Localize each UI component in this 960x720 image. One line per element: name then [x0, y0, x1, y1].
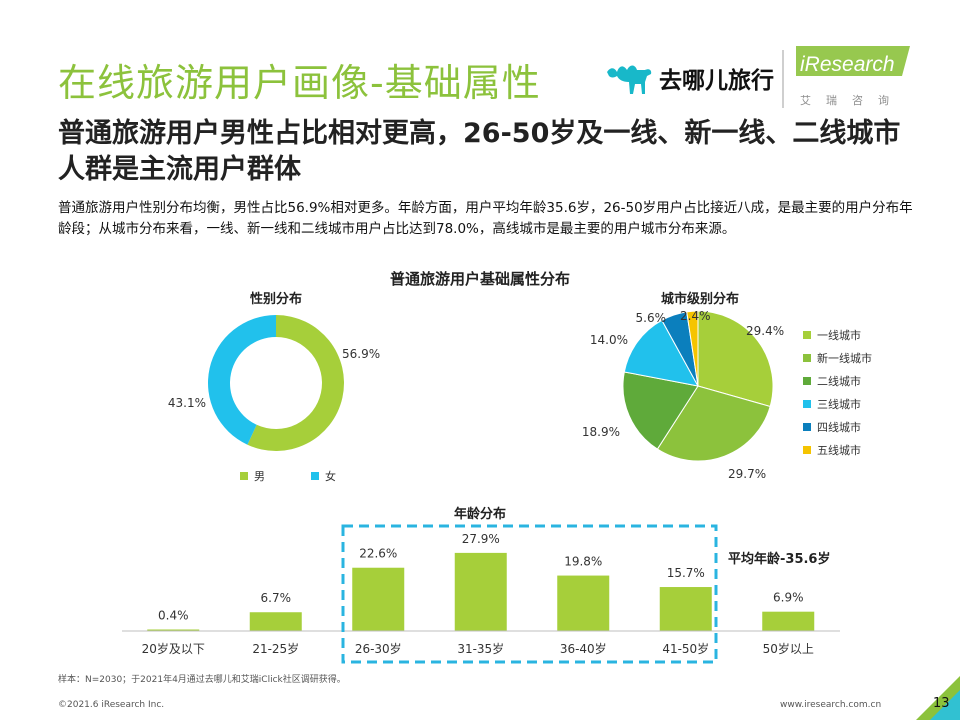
city-legend: 一线城市 新一线城市 二线城市 三线城市 四线城市 五线城市 — [803, 323, 872, 461]
legend-label-tier2: 二线城市 — [817, 374, 861, 388]
age-chart-title: 年龄分布 — [453, 507, 506, 522]
city-slice-label-0: 29.4% — [746, 324, 784, 338]
page-title: 在线旅游用户画像-基础属性 — [58, 61, 541, 105]
legend-label-female: 女 — [325, 469, 336, 483]
age-bar-0 — [147, 629, 200, 631]
legend-item-tier2: 二线城市 — [803, 369, 872, 392]
age-bar-label-0: 0.4% — [158, 609, 189, 623]
city-slice-label-5: 2.4% — [680, 309, 711, 323]
age-tick-label-2: 26-30岁 — [355, 641, 402, 656]
legend-swatch-male — [240, 471, 248, 480]
camel-icon — [607, 65, 652, 94]
city-slice-label-3: 14.0% — [590, 333, 628, 347]
city-slice-1 — [656, 385, 771, 462]
average-age-annotation: 平均年龄-35.6岁 — [728, 552, 831, 567]
legend-swatch-new-tier1 — [803, 353, 811, 362]
description: 普通旅游用户性别分布均衡，男性占比56.9%相对更多。年龄方面，用户平均年龄35… — [58, 200, 913, 237]
chart-main-title: 普通旅游用户基础属性分布 — [389, 270, 570, 288]
legend-swatch-tier3 — [803, 399, 811, 408]
gender-slice-1 — [207, 315, 276, 445]
age-tick-label-0: 20岁及以下 — [142, 641, 205, 656]
age-bar-2 — [352, 567, 405, 631]
qunar-logo: 去哪儿旅行 — [605, 60, 774, 96]
age-bar-3 — [454, 552, 507, 631]
sample-note: 样本：N=2030；于2021年4月通过去哪儿和艾瑞iClick社区调研获得。 — [58, 675, 346, 685]
site-url[interactable]: www.iresearch.com.cn — [780, 700, 882, 710]
age-tick-label-3: 31-35岁 — [457, 641, 504, 656]
iresearch-logo-text: iResearch — [800, 53, 895, 76]
gender-chart-title: 性别分布 — [249, 292, 302, 307]
legend-swatch-tier5 — [803, 445, 811, 454]
legend-label-tier5: 五线城市 — [817, 443, 861, 457]
age-tick-label-5: 41-50岁 — [662, 641, 709, 656]
iresearch-logo: iResearch — [792, 46, 910, 90]
page-number: 13 — [933, 696, 950, 711]
corner-decoration — [916, 676, 960, 720]
age-bar-4 — [557, 575, 610, 631]
age-bar-chart: 0.4% 6.7% 22.6% 27.9% 19.8% 15.7% 6.9% 20岁及以下 2… — [122, 524, 840, 664]
age-bar-label-5: 15.7% — [667, 566, 705, 580]
gender-slice-label-1: 43.1% — [168, 396, 206, 410]
age-bar-5 — [659, 587, 712, 631]
legend-item-tier3: 三线城市 — [803, 392, 872, 415]
gender-slice-label-0: 56.9% — [342, 347, 380, 361]
legend-label-tier3: 三线城市 — [817, 397, 861, 411]
city-slice-2 — [622, 371, 699, 450]
city-slice-label-1: 29.7% — [728, 467, 766, 481]
legend-item-female: 女 — [311, 464, 336, 487]
legend-label-male: 男 — [254, 469, 265, 483]
legend-item-tier5: 五线城市 — [803, 438, 872, 461]
city-pie-chart: 29.4% 29.7% 18.9% 14.0% 5.6% 2.4% — [582, 309, 784, 481]
legend-item-tier1: 一线城市 — [803, 323, 872, 346]
age-tick-label-1: 21-25岁 — [252, 641, 299, 656]
legend-label-tier4: 四线城市 — [817, 420, 861, 434]
legend-swatch-female — [311, 471, 319, 480]
legend-swatch-tier4 — [803, 422, 811, 431]
age-bar-label-6: 6.9% — [773, 591, 804, 605]
legend-swatch-tier1 — [803, 330, 811, 339]
city-chart-title: 城市级别分布 — [660, 292, 739, 307]
legend-item-new-tier1: 新一线城市 — [803, 346, 872, 369]
copyright: ©2021.6 iResearch Inc. — [58, 700, 165, 710]
gender-donut-chart: 56.9% 43.1% — [168, 315, 380, 451]
age-bar-1 — [249, 612, 302, 631]
age-tick-label-4: 36-40岁 — [560, 641, 607, 656]
logo-divider — [782, 50, 784, 108]
legend-item-male: 男 — [240, 464, 265, 487]
city-slice-5 — [686, 310, 699, 387]
city-slice-3 — [623, 319, 699, 387]
age-bar-label-4: 19.8% — [564, 555, 602, 569]
gender-slice-0 — [247, 315, 344, 451]
age-bar-label-3: 27.9% — [462, 532, 500, 546]
legend-swatch-tier2 — [803, 376, 811, 385]
age-bar-6 — [762, 611, 815, 631]
legend-label-new-tier1: 新一线城市 — [817, 351, 872, 365]
city-slice-label-2: 18.9% — [582, 425, 620, 439]
city-slice-0 — [697, 310, 774, 408]
age-tick-label-6: 50岁以上 — [763, 641, 814, 656]
age-bar-label-1: 6.7% — [261, 591, 292, 605]
headline: 普通旅游用户男性占比相对更高，26-50岁及一线、新一线、二线城市人群是主流用户… — [58, 118, 901, 185]
highlight-box — [341, 524, 718, 664]
city-slice-label-4: 5.6% — [636, 311, 667, 325]
gender-legend: 男 女 — [240, 464, 336, 487]
age-bar-label-2: 22.6% — [359, 547, 397, 561]
iresearch-logo-subtext: 艾瑞咨询 — [800, 94, 904, 107]
qunar-logo-text: 去哪儿旅行 — [659, 68, 774, 94]
legend-item-tier4: 四线城市 — [803, 415, 872, 438]
legend-label-tier1: 一线城市 — [817, 328, 861, 342]
